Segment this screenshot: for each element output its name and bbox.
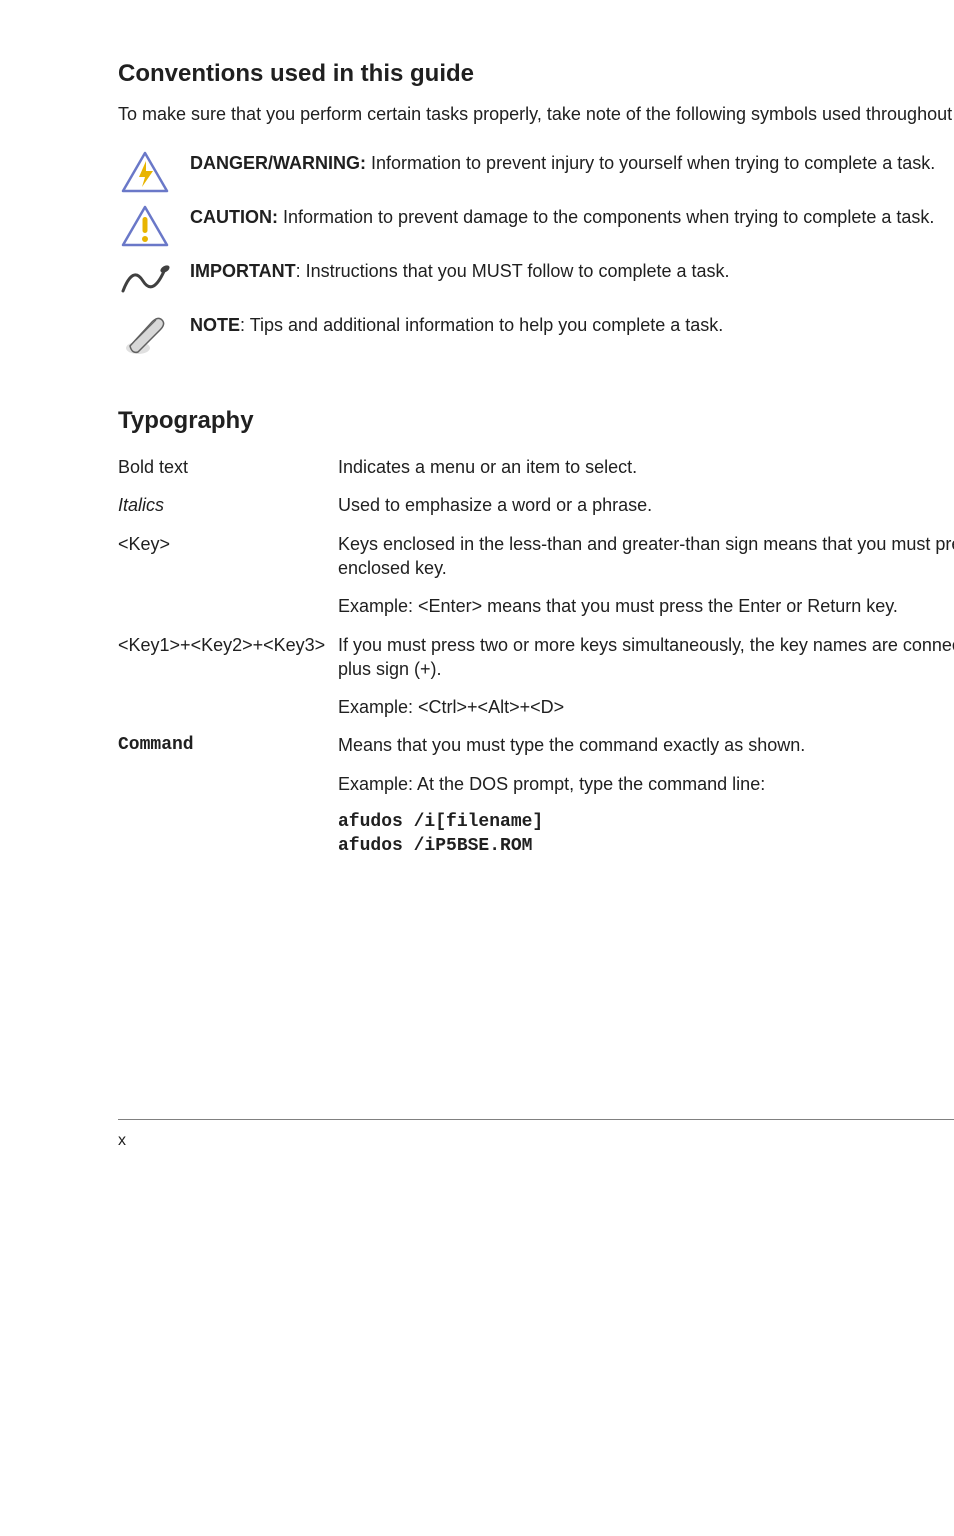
typo-row-key-example: Example: <Enter> means that you must pre…	[118, 594, 954, 618]
important-icon	[118, 257, 172, 303]
typo-def: Means that you must type the command exa…	[338, 733, 954, 757]
conventions-intro: To make sure that you perform certain ta…	[118, 102, 954, 126]
danger-label: DANGER/WARNING:	[190, 153, 366, 173]
danger-body: Information to prevent injury to yoursel…	[366, 153, 935, 173]
typo-def: Example: <Enter> means that you must pre…	[338, 594, 954, 618]
typo-row-keycombo-example: Example: <Ctrl>+<Alt>+<D>	[118, 695, 954, 719]
conventions-heading: Conventions used in this guide	[118, 58, 954, 90]
caution-body: Information to prevent damage to the com…	[278, 207, 934, 227]
typo-term: <Key>	[118, 532, 338, 556]
typo-row-command-example: Example: At the DOS prompt, type the com…	[118, 772, 954, 796]
caution-icon	[118, 203, 172, 249]
typo-term: Italics	[118, 493, 338, 517]
convention-item-important: IMPORTANT: Instructions that you MUST fo…	[118, 257, 954, 303]
typo-row-bold: Bold text Indicates a menu or an item to…	[118, 455, 954, 479]
code-block: afudos /i[filename] afudos /iP5BSE.ROM	[338, 810, 954, 859]
typo-row-keycombo: <Key1>+<Key2>+<Key3> If you must press t…	[118, 633, 954, 682]
code-line: afudos /i[filename]	[338, 810, 954, 834]
caution-label: CAUTION:	[190, 207, 278, 227]
important-label: IMPORTANT	[190, 261, 296, 281]
typo-def: Used to emphasize a word or a phrase.	[338, 493, 954, 517]
typo-row-italics: Italics Used to emphasize a word or a ph…	[118, 493, 954, 517]
danger-icon	[118, 149, 172, 195]
typo-term: Bold text	[118, 455, 338, 479]
convention-item-note: NOTE: Tips and additional information to…	[118, 311, 954, 357]
typo-def: If you must press two or more keys simul…	[338, 633, 954, 682]
typo-row-command: Command Means that you must type the com…	[118, 733, 954, 757]
convention-item-danger: DANGER/WARNING: Information to prevent i…	[118, 149, 954, 195]
convention-item-caution: CAUTION: Information to prevent damage t…	[118, 203, 954, 249]
convention-text: CAUTION: Information to prevent damage t…	[190, 203, 954, 229]
footer-rule	[118, 1119, 954, 1120]
typo-def: Example: At the DOS prompt, type the com…	[338, 772, 954, 796]
typo-term: <Key1>+<Key2>+<Key3>	[118, 633, 338, 657]
convention-text: DANGER/WARNING: Information to prevent i…	[190, 149, 954, 175]
note-label: NOTE	[190, 315, 240, 335]
typo-def: Indicates a menu or an item to select.	[338, 455, 954, 479]
convention-text: IMPORTANT: Instructions that you MUST fo…	[190, 257, 954, 283]
typo-def: Example: <Ctrl>+<Alt>+<D>	[338, 695, 954, 719]
typo-row-key: <Key> Keys enclosed in the less-than and…	[118, 532, 954, 581]
code-line: afudos /iP5BSE.ROM	[338, 834, 954, 858]
typo-def: Keys enclosed in the less-than and great…	[338, 532, 954, 581]
page-number: x	[118, 1130, 954, 1152]
typo-term: Command	[118, 733, 338, 757]
typo-row-code: afudos /i[filename] afudos /iP5BSE.ROM	[118, 810, 954, 859]
note-body: : Tips and additional information to hel…	[240, 315, 723, 335]
typography-heading: Typography	[118, 405, 954, 437]
convention-text: NOTE: Tips and additional information to…	[190, 311, 954, 337]
important-body: : Instructions that you MUST follow to c…	[296, 261, 730, 281]
note-icon	[118, 311, 172, 357]
